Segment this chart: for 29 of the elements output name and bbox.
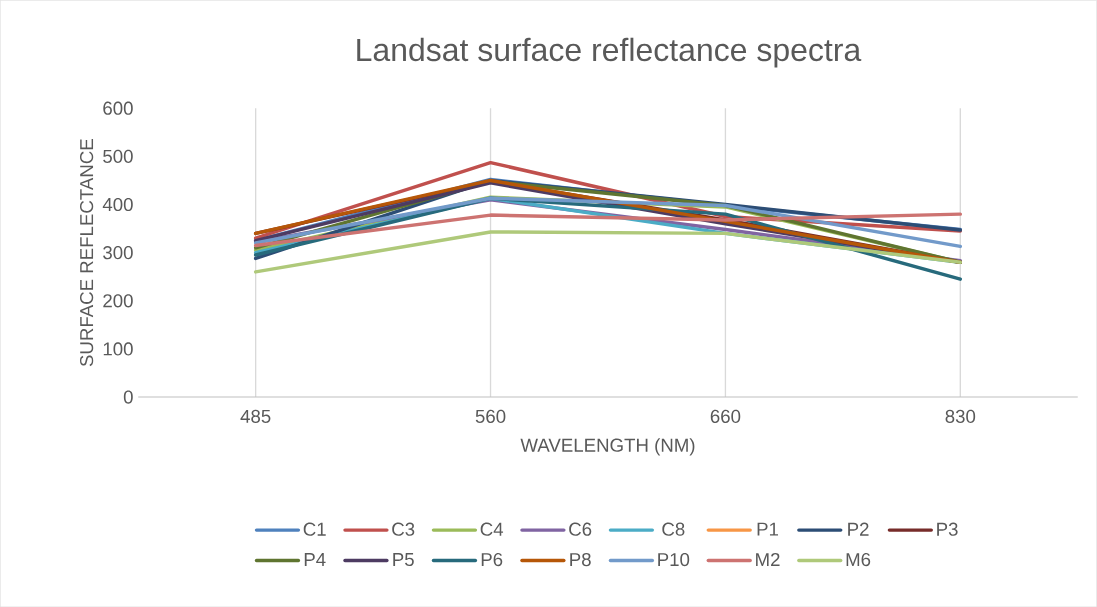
y-tick-label: 400 bbox=[102, 197, 133, 212]
legend-label: C4 bbox=[480, 522, 504, 536]
x-tick-label: 660 bbox=[710, 409, 741, 423]
x-tick-label: 830 bbox=[945, 409, 976, 423]
legend-label: P5 bbox=[393, 552, 414, 566]
y-tick-label: 300 bbox=[103, 245, 133, 260]
legend-label: C1 bbox=[303, 522, 326, 536]
legend-label: P6 bbox=[481, 552, 503, 567]
chart-title: Landsat surface reflectance spectra bbox=[357, 37, 862, 68]
legend-label: M6 bbox=[846, 552, 871, 567]
legend-label: P1 bbox=[757, 522, 779, 536]
legend-label: M2 bbox=[756, 552, 780, 566]
legend-label: C8 bbox=[662, 522, 685, 536]
y-axis-title: SURFACE REFLECTANCE bbox=[80, 138, 94, 367]
x-axis-title: WAVELENGTH (NM) bbox=[520, 438, 695, 456]
y-tick-label: 500 bbox=[103, 149, 133, 163]
y-tick-label: 200 bbox=[103, 294, 133, 308]
y-tick-label: 0 bbox=[123, 390, 133, 404]
legend-label: C6 bbox=[569, 522, 592, 536]
legend-label: C3 bbox=[392, 522, 415, 536]
legend-label: P3 bbox=[937, 522, 958, 536]
legend-label: P4 bbox=[304, 552, 326, 566]
y-tick-label: 600 bbox=[103, 101, 133, 115]
x-tick-label: 485 bbox=[240, 409, 271, 423]
legend-label: P10 bbox=[658, 552, 690, 567]
legend-label: P8 bbox=[570, 552, 591, 567]
legend-label: P2 bbox=[848, 522, 869, 536]
x-tick-label: 560 bbox=[475, 409, 506, 423]
y-tick-label: 100 bbox=[103, 342, 133, 356]
